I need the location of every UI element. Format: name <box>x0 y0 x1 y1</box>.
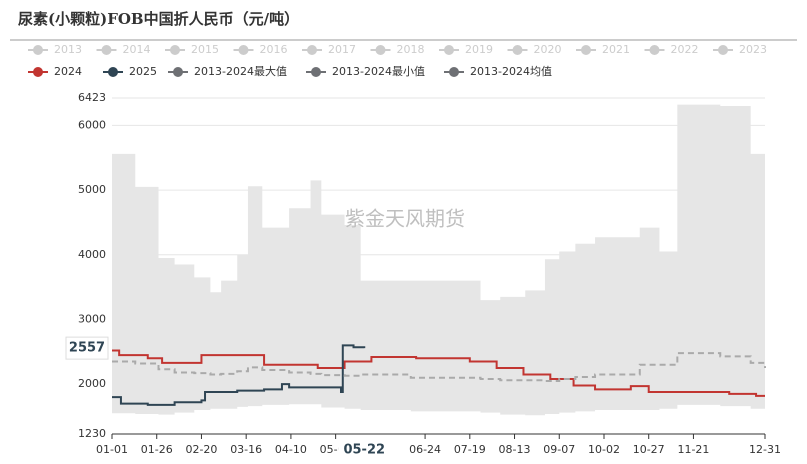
crosshair-x-label: 05-22 <box>343 443 385 458</box>
legend-label[interactable]: 2015 <box>191 43 219 56</box>
legend-label[interactable]: 2016 <box>260 43 288 56</box>
crosshair-y-box <box>65 336 109 360</box>
legend-marker <box>170 45 180 55</box>
legend-marker <box>33 45 43 55</box>
legend-marker <box>108 67 118 77</box>
y-tick-label: 5000 <box>78 183 106 196</box>
legend-label[interactable]: 2019 <box>465 43 493 56</box>
legend-label[interactable]: 2020 <box>534 43 562 56</box>
legend-marker <box>444 45 454 55</box>
legend-label[interactable]: 2023 <box>739 43 767 56</box>
legend-label[interactable]: 2013 <box>54 43 82 56</box>
legend-marker <box>449 67 459 77</box>
x-tick-label: 03-16 <box>230 443 262 456</box>
series-line <box>112 352 766 382</box>
legend-label[interactable]: 2018 <box>397 43 425 56</box>
y-tick-label: 3000 <box>78 312 106 325</box>
y-tick-label: 2000 <box>78 377 106 390</box>
legend-marker <box>101 45 112 55</box>
legend-label[interactable]: 2014 <box>123 43 151 56</box>
series-line <box>112 344 366 406</box>
x-tick-label: 09-07 <box>543 443 575 456</box>
legend-marker <box>581 45 591 55</box>
y-tick-label: 1230 <box>78 427 106 440</box>
x-tick-label: 04-10 <box>275 443 307 456</box>
band-area <box>112 104 765 434</box>
legend-label[interactable]: 2022 <box>671 43 699 56</box>
x-tick-label: 12-31 <box>749 443 781 456</box>
legend-label[interactable]: 2013-2024最大值 <box>194 64 287 78</box>
legend-label[interactable]: 2017 <box>328 43 356 56</box>
legend-label[interactable]: 2024 <box>54 65 82 78</box>
legend-marker <box>649 45 660 55</box>
series-line <box>112 349 765 397</box>
x-tick-label: 10-27 <box>633 443 665 456</box>
legend-marker <box>238 45 249 55</box>
crosshair-x-box <box>338 438 391 460</box>
x-tick-label: 10-02 <box>588 443 620 456</box>
y-tick-label: 4000 <box>78 248 106 261</box>
legend-marker <box>307 45 317 55</box>
x-tick-label: 08-13 <box>499 443 531 456</box>
x-tick-label: 01-26 <box>141 443 173 456</box>
legend-marker <box>718 45 728 55</box>
x-tick-label: 01-01 <box>96 443 128 456</box>
legend-marker <box>311 67 321 77</box>
legend-label[interactable]: 2021 <box>602 43 630 56</box>
x-tick-label: 07-19 <box>454 443 486 456</box>
x-tick-label: 02-20 <box>185 443 217 456</box>
legend-marker <box>33 67 43 77</box>
x-tick-label: 11-21 <box>677 443 709 456</box>
x-tick-label: 06-24 <box>409 443 441 456</box>
legend-marker <box>173 67 183 77</box>
legend-marker <box>375 45 386 55</box>
band-area <box>112 404 765 434</box>
legend-label[interactable]: 2013-2024均值 <box>470 65 552 78</box>
y-tick-label: 6423 <box>78 91 106 104</box>
crosshair-y-label: 2557 <box>69 341 105 356</box>
legend-label[interactable]: 2025 <box>129 65 157 78</box>
watermark: 紫金天风期货 <box>345 207 465 231</box>
y-tick-label: 6000 <box>78 118 106 131</box>
legend-label[interactable]: 2013-2024最小值 <box>332 65 425 78</box>
chart-title: 尿素(小颗粒)FOB中国折人民币（元/吨） <box>18 10 299 28</box>
legend-marker <box>512 45 523 55</box>
